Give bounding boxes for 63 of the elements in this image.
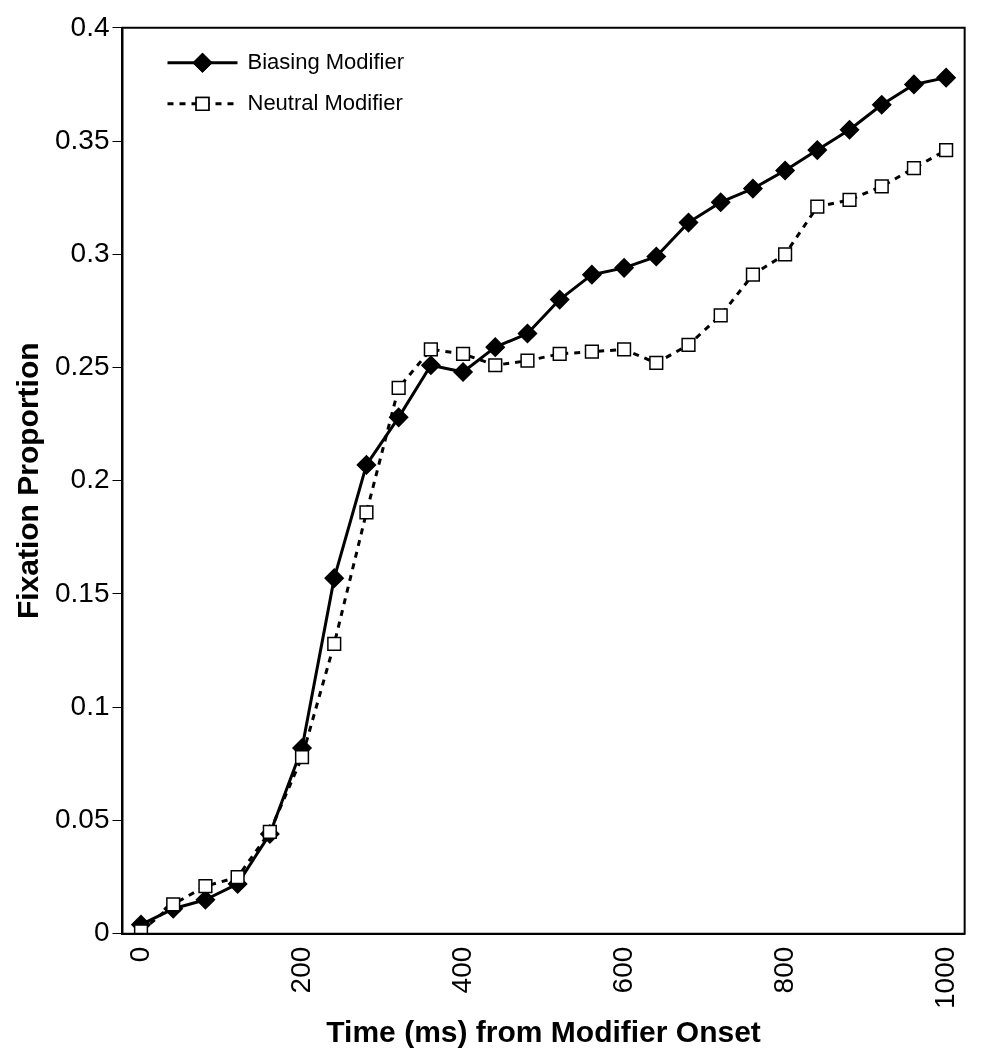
point [552,346,567,362]
y-tick-label: 0 [93,916,110,948]
x-tick-label: 600 [606,946,638,994]
point [198,879,213,894]
point [710,192,731,212]
y-tick-label: 0.25 [55,350,110,382]
point [678,212,699,233]
point [584,344,599,359]
point [681,337,696,352]
point [874,179,889,194]
point [743,178,763,199]
point [455,346,471,362]
point [324,568,344,588]
y-tick-label: 0.4 [70,10,110,42]
y-tick-label: 0.15 [55,576,110,608]
point [936,67,956,88]
y-tick-label: 0.05 [55,803,110,835]
point [485,337,506,357]
point [839,119,860,140]
point [517,323,538,344]
x-tick-label: 400 [445,946,477,994]
y-tick-label: 0.2 [70,463,110,495]
point [646,246,667,267]
point [713,308,728,323]
point [778,247,793,262]
point [423,342,438,357]
point [939,142,954,158]
point [549,289,570,310]
y-tick-label: 0.1 [70,689,110,721]
point [388,407,409,428]
point [453,362,473,382]
point [359,505,374,520]
x-axis-title: Time (ms) from Modifier Onset [326,1015,761,1049]
point [327,636,342,651]
point [775,160,795,181]
point [356,455,377,475]
point [391,380,406,396]
x-tick-label: 200 [284,946,316,994]
point [649,355,664,371]
x-tick-label: 1000 [928,946,960,1010]
x-tick-label: 0 [123,946,155,963]
legend-label: Biasing Modifier [247,48,405,74]
point [488,358,503,373]
legend-label: Neutral Modifier [247,89,403,115]
point [616,342,632,357]
point [871,95,892,115]
point [906,161,922,176]
point [421,355,441,375]
point [582,264,602,285]
y-tick-label: 0.35 [55,123,110,155]
point [520,353,535,368]
point [807,140,828,160]
point [294,749,310,765]
point [230,869,245,885]
point [166,897,181,912]
point [810,199,825,214]
point [842,192,857,208]
y-axis-title: Fixation Proportion [11,342,45,620]
point [745,267,761,282]
point [904,74,924,95]
y-tick-label: 0.3 [70,237,110,268]
x-tick-label: 800 [767,946,799,994]
point [614,258,634,278]
